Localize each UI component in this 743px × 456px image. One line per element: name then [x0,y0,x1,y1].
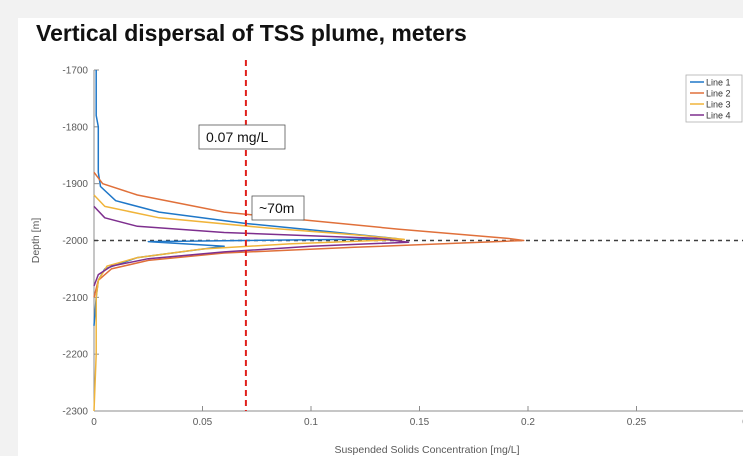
annotations-group: 0.07 mg/L ~70m [198,124,305,221]
series-line-4 [93,205,410,287]
x-tick-label: 0.15 [410,417,430,428]
chart-title: Vertical dispersal of TSS plume, meters [36,20,467,46]
x-tick-label: 0.2 [521,417,535,428]
width-annotation-box [251,195,305,221]
threshold-annotation-text: 0.07 mg/L [206,129,268,145]
threshold-annotation-box [198,124,286,150]
y-tick-label: -2000 [62,236,88,247]
x-tick-label: 0 [91,417,97,428]
y-tick-label: -1700 [62,66,88,77]
y-tick-label: -2100 [62,293,88,304]
x-tick-label: 0.25 [627,417,647,428]
x-tick-label: 0.05 [193,417,213,428]
series-line-1 [93,70,399,326]
series-line-3 [93,194,406,412]
width-annotation-text: ~70m [259,200,294,216]
y-tick-label: -2200 [62,350,88,361]
legend-label: Line 4 [706,110,731,120]
y-tick-label: -1900 [62,179,88,190]
y-tick-label: -2300 [62,407,88,418]
series-group [93,70,525,412]
series-line-2 [93,171,525,298]
legend-label: Line 2 [706,88,731,98]
legend-box [685,74,743,123]
legend-label: Line 1 [706,77,731,87]
y-axis-label: Depth [m] [30,218,42,264]
y-tick-label: -1800 [62,122,88,133]
legend-label: Line 3 [706,99,731,109]
x-tick-label: 0.1 [304,417,318,428]
x-axis-label: Suspended Solids Concentration [mg/L] [334,444,519,456]
